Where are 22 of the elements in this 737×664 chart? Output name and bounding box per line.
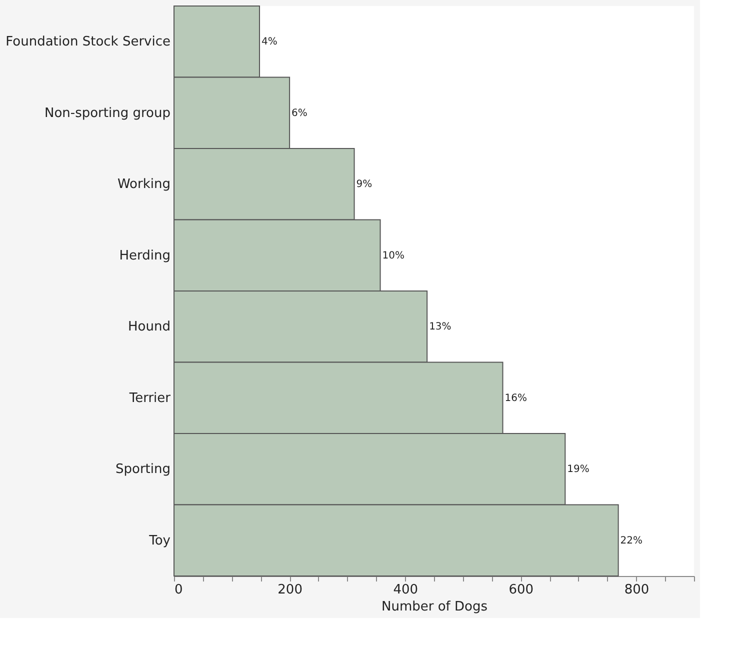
x-tick-label: 0 [174, 582, 183, 598]
annotation: 19% [567, 464, 590, 476]
annotation: 22% [620, 535, 643, 546]
y-tick-label: Sporting [115, 462, 170, 478]
annotation: 9% [356, 179, 372, 190]
annotation: 13% [429, 322, 452, 333]
y-tick-label: Working [117, 177, 170, 192]
x-tick-label: 600 [508, 582, 534, 598]
annotation: 4% [262, 36, 278, 48]
y-tick-label: Toy [148, 533, 171, 548]
x-tick-label: 800 [624, 582, 650, 598]
x-tick-label: 400 [393, 582, 418, 598]
y-tick-label: Herding [119, 248, 170, 264]
y-tick-label: Terrier [128, 390, 172, 406]
y-tick-label: Hound [128, 320, 170, 335]
annotation: 10% [382, 250, 404, 262]
x-axis-title: Number of Dogs [381, 600, 488, 614]
x-tick-label: 200 [278, 582, 302, 598]
y-tick-label: Non-sporting group [44, 106, 170, 121]
annotation: 6% [292, 108, 308, 119]
annotation: 16% [504, 392, 527, 404]
y-tick-label: Foundation Stock Service [6, 34, 170, 50]
